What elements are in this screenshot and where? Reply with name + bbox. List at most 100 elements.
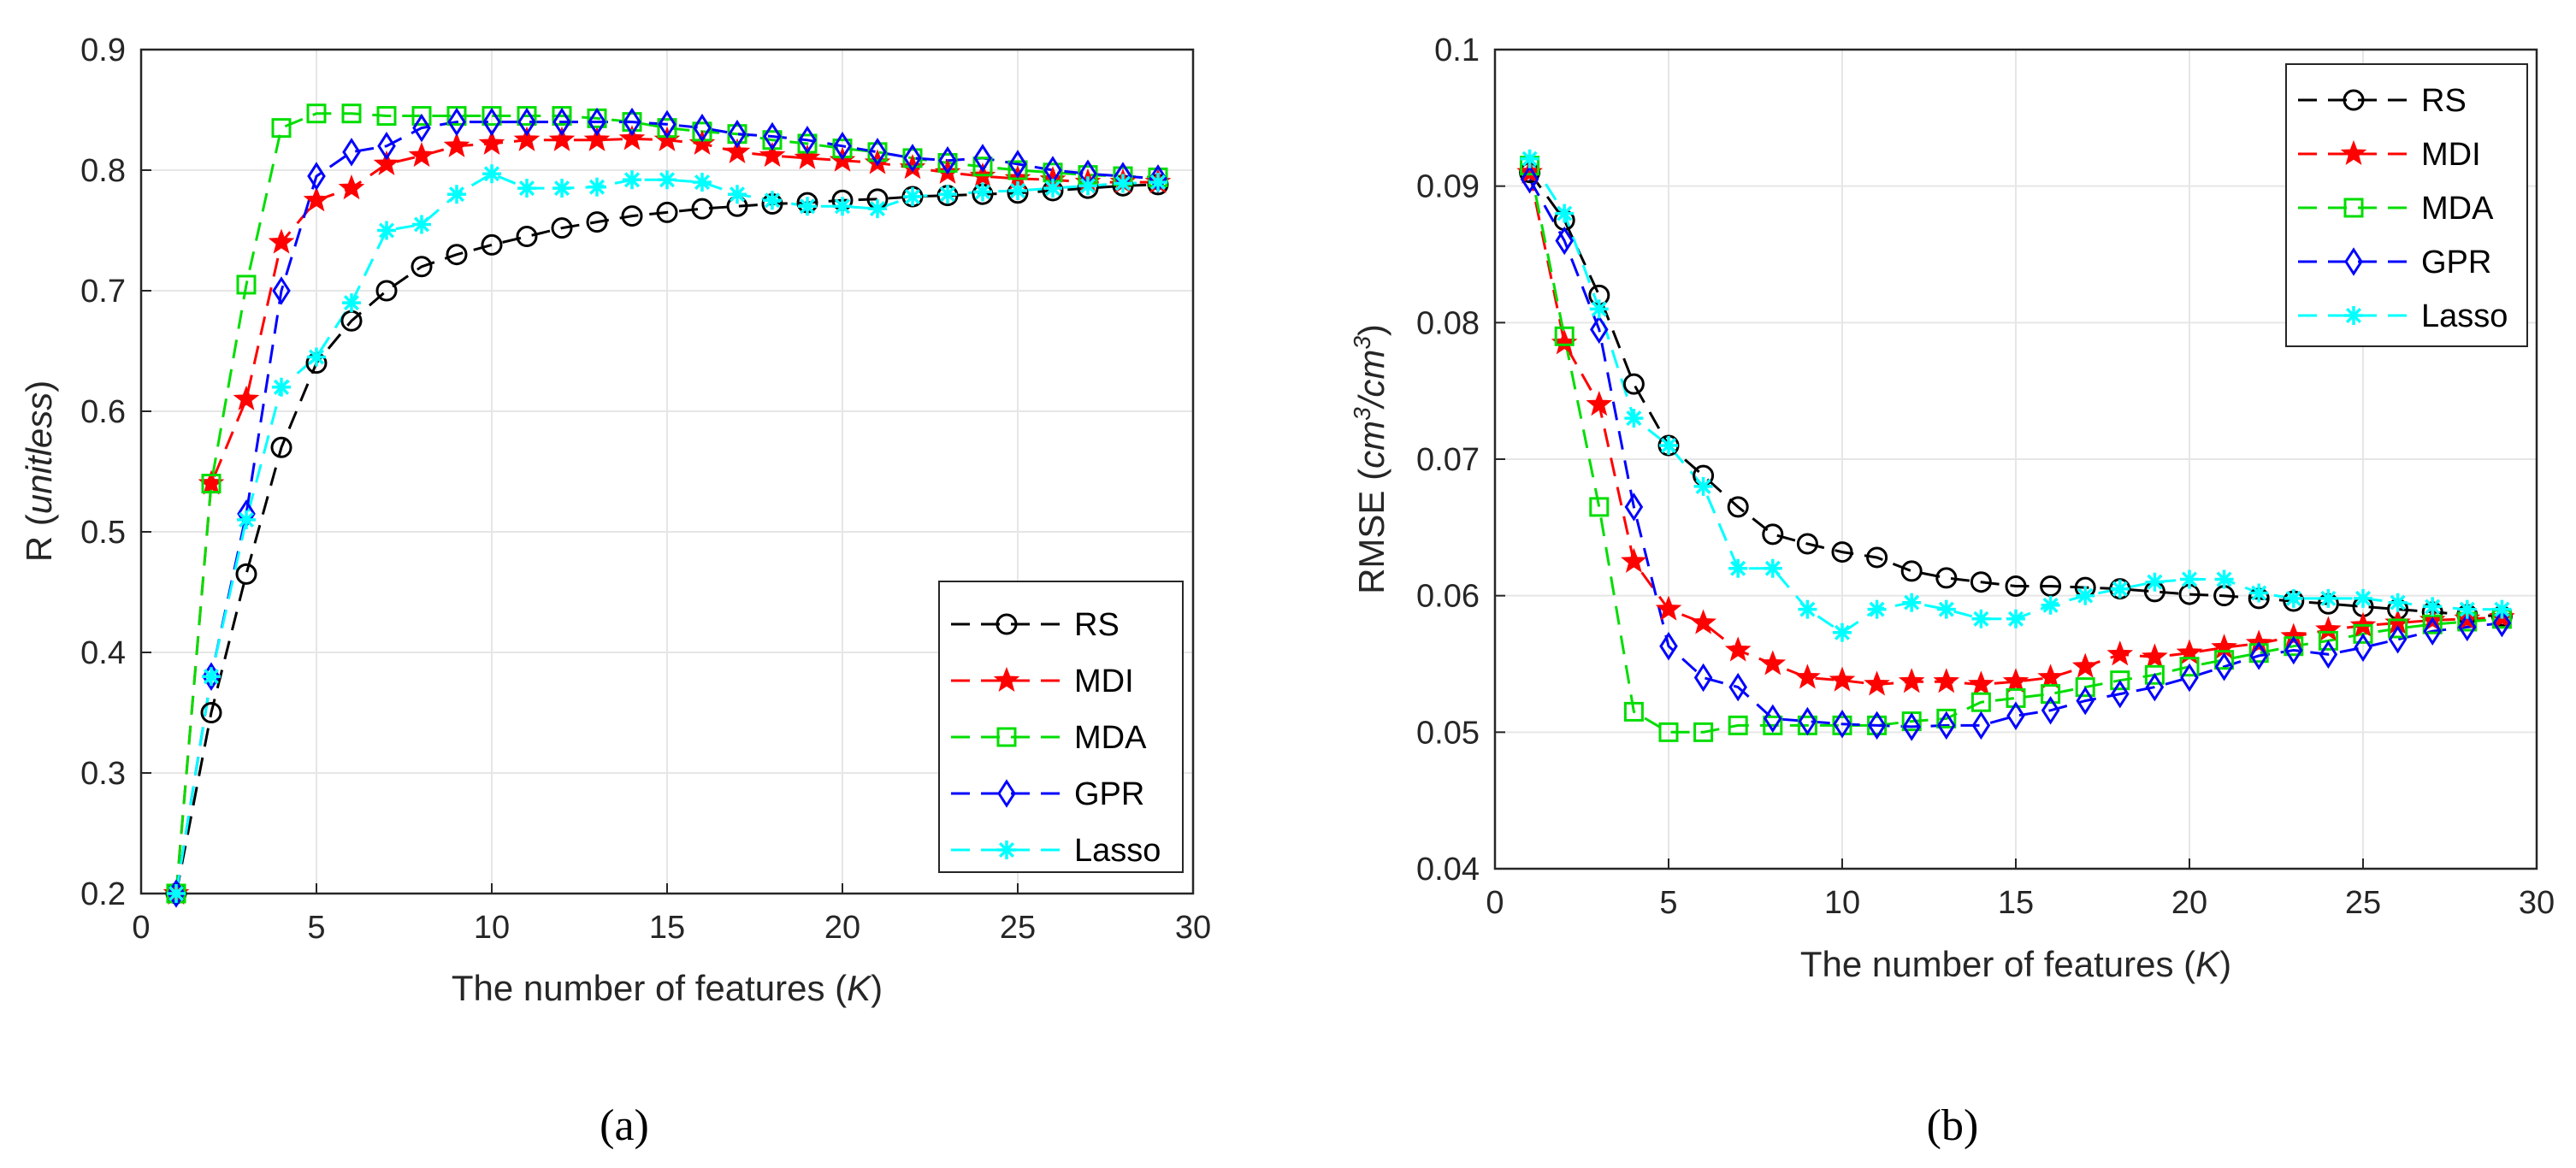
- point-mdi: [1621, 547, 1647, 573]
- point-lasso: [342, 293, 361, 313]
- point-mda: [1970, 692, 1991, 712]
- point-gpr: [1867, 711, 1887, 740]
- point-lasso: [2076, 586, 2095, 605]
- point-lasso: [903, 187, 922, 206]
- x-tick-label: 20: [2171, 885, 2207, 921]
- y-tick-label: 0.9: [80, 32, 126, 68]
- point-lasso: [2423, 597, 2443, 616]
- point-lasso: [237, 510, 256, 529]
- point-rs: [200, 702, 222, 723]
- y-tick-label: 0.2: [80, 876, 126, 912]
- point-gpr: [2006, 701, 2025, 730]
- legend-label-lasso: Lasso: [1074, 833, 1161, 869]
- point-gpr: [1902, 712, 1921, 741]
- point-mdi: [548, 126, 576, 151]
- point-mdi: [1724, 636, 1752, 662]
- point-rs: [691, 198, 713, 220]
- point-lasso: [2006, 609, 2025, 628]
- legend-label-gpr: GPR: [1074, 776, 1144, 812]
- point-gpr: [2076, 686, 2094, 716]
- point-mda: [411, 106, 432, 127]
- point-rs: [270, 436, 292, 458]
- point-lasso: [1659, 436, 1678, 455]
- legend-marker-mda: [996, 727, 1017, 747]
- point-gpr: [342, 138, 361, 167]
- point-gpr: [1693, 663, 1713, 693]
- y-tick-label: 0.08: [1416, 305, 1480, 341]
- b-x-axis-label: The number of features (K): [1800, 944, 2231, 984]
- point-gpr: [2388, 624, 2408, 654]
- legend-label-mda: MDA: [1074, 720, 1147, 756]
- point-lasso: [2492, 599, 2512, 619]
- point-lasso: [1867, 599, 1887, 619]
- point-lasso: [1971, 609, 1991, 628]
- y-tick-label: 0.7: [80, 274, 126, 310]
- point-mda: [341, 103, 362, 124]
- legend-label-mdi: MDI: [1074, 664, 1134, 699]
- b-legend-box: [2285, 63, 2528, 347]
- x-tick-label: 15: [649, 910, 685, 946]
- y-tick-label: 0.8: [80, 153, 126, 189]
- point-rs: [1935, 567, 1958, 589]
- point-lasso: [517, 179, 536, 198]
- point-lasso: [377, 221, 396, 240]
- point-mdi: [2280, 622, 2307, 648]
- x-tick-label: 5: [307, 910, 325, 946]
- point-mda: [1728, 715, 1748, 735]
- point-rs: [2005, 575, 2027, 597]
- point-mdi: [513, 126, 541, 151]
- point-lasso: [1555, 204, 1575, 223]
- point-lasso: [1833, 622, 1852, 642]
- point-mdi: [373, 150, 400, 176]
- point-lasso: [1798, 599, 1817, 619]
- point-rs: [1831, 541, 1853, 563]
- legend-marker-rs: [2343, 89, 2365, 111]
- point-gpr: [1659, 631, 1678, 661]
- b-legend: RS MDI MDA GPR Lasso: [2285, 63, 2528, 347]
- point-lasso: [973, 182, 992, 202]
- legend-label-mdi: MDI: [2421, 137, 2481, 173]
- point-gpr: [552, 107, 571, 137]
- point-rs: [375, 280, 398, 302]
- legend-marker-gpr: [2344, 247, 2363, 276]
- point-gpr: [447, 107, 466, 137]
- point-rs: [2040, 575, 2062, 597]
- point-mdi: [583, 126, 611, 151]
- point-gpr: [2249, 641, 2268, 670]
- point-lasso: [1936, 599, 1956, 619]
- point-gpr: [1520, 164, 1539, 194]
- point-gpr: [938, 145, 957, 175]
- point-gpr: [2423, 616, 2442, 646]
- point-gpr: [307, 162, 326, 191]
- x-tick-label: 0: [1486, 885, 1504, 921]
- legend-label-mda: MDA: [2421, 191, 2494, 227]
- point-mdi: [1898, 668, 1925, 693]
- a-series-markers: [162, 103, 1172, 908]
- point-gpr: [1728, 672, 1747, 702]
- point-rs: [516, 226, 538, 248]
- point-rs: [1622, 373, 1645, 395]
- x-tick-label: 10: [1824, 885, 1860, 921]
- point-gpr: [1764, 704, 1782, 734]
- point-lasso: [1078, 176, 1097, 196]
- point-lasso: [2110, 579, 2130, 599]
- point-lasso: [728, 185, 747, 204]
- point-mdi: [2106, 640, 2134, 666]
- point-lasso: [2180, 569, 2199, 589]
- series-line-gpr: [174, 121, 1159, 894]
- point-mda: [376, 106, 397, 127]
- point-gpr: [2492, 608, 2512, 638]
- series-line-gpr: [1528, 178, 2502, 729]
- point-lasso: [2319, 588, 2338, 608]
- point-lasso: [2145, 572, 2165, 592]
- point-lasso: [1520, 149, 1539, 168]
- point-lasso: [1693, 476, 1713, 496]
- y-tick-label: 0.3: [80, 756, 126, 792]
- point-lasso: [763, 191, 782, 210]
- point-lasso: [2354, 588, 2372, 608]
- point-mdi: [338, 174, 365, 200]
- point-gpr: [1590, 315, 1609, 345]
- point-rs: [621, 205, 643, 227]
- point-mda: [446, 106, 467, 127]
